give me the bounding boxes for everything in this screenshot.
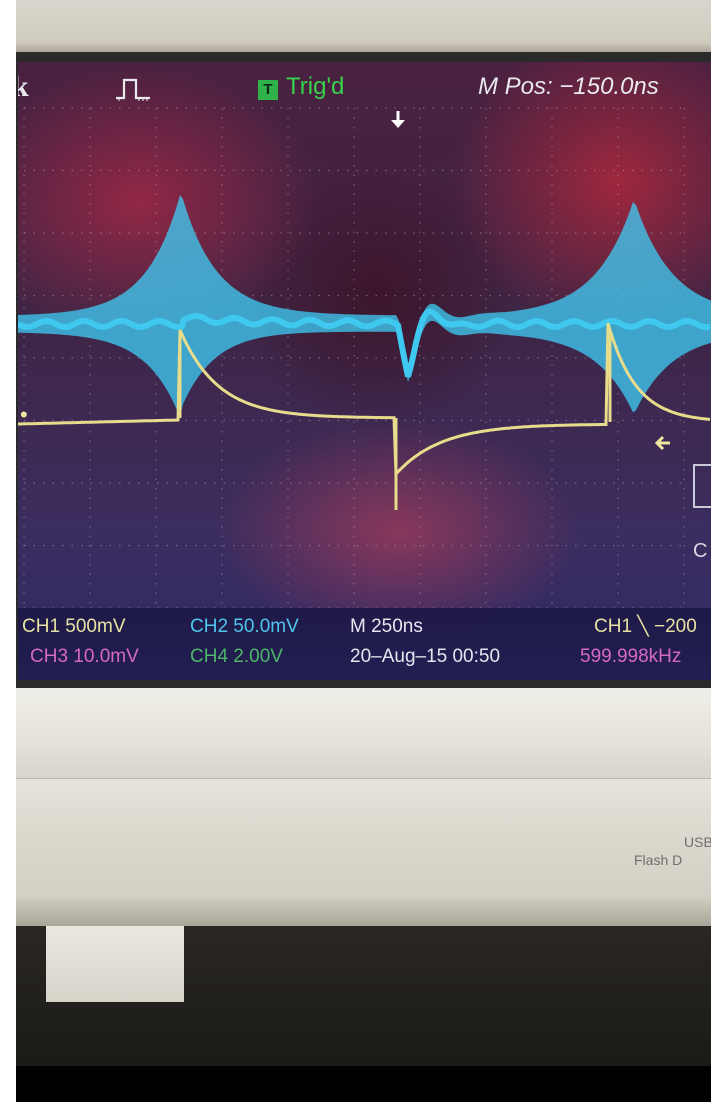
ch2-waveform-envelope: [18, 195, 711, 418]
ch1-waveform: [18, 322, 711, 478]
ch3-scale: CH3 10.0mV: [30, 646, 139, 667]
ch2-waveform: [18, 308, 711, 378]
trigger-position-arrow-icon: [391, 111, 405, 128]
photo-bottom-border: [16, 1066, 711, 1102]
instrument-bezel-top: [16, 0, 711, 60]
instrument-foot: [46, 926, 184, 1002]
brand-logo: k: [18, 70, 29, 103]
trigger-frequency: 599.998kHz: [580, 646, 682, 667]
oscilloscope-screen: k T Trig'd M Pos: −150.0ns • C CH1 500mV…: [18, 62, 711, 680]
trigger-status: Trig'd: [286, 73, 345, 100]
usb-port-label: USB: [684, 834, 711, 850]
ch2-scale: CH2 50.0mV: [190, 616, 299, 637]
trigger-status-badge: T: [258, 80, 278, 100]
acquisition-mode-icon: [116, 78, 150, 101]
status-bar: CH1 500mV CH2 50.0mV M 250ns CH1 ╲ −200 …: [18, 608, 711, 680]
waveform-display: [18, 195, 711, 510]
ch4-scale: CH4 2.00V: [190, 646, 283, 667]
ch1-scale: CH1 500mV: [22, 616, 126, 637]
side-menu-label: C: [693, 540, 708, 562]
date-time: 20–Aug–15 00:50: [350, 646, 501, 667]
horizontal-position: M Pos: −150.0ns: [478, 70, 659, 104]
instrument-casing-lip: [16, 688, 711, 778]
trigger-source: CH1 ╲ −200: [594, 616, 697, 637]
usb-port-sublabel: Flash D: [634, 852, 683, 868]
trigger-level-arrow-icon: [654, 435, 670, 451]
ch1-ground-marker-icon: •: [20, 402, 28, 427]
instrument-front-panel: [16, 778, 711, 899]
instrument-base-strip: [16, 898, 711, 926]
horizontal-position-label: M Pos:: [478, 73, 560, 100]
timebase: M 250ns: [350, 616, 423, 637]
horizontal-position-value: −150.0ns: [559, 73, 659, 100]
side-menu-tab[interactable]: [693, 464, 711, 508]
